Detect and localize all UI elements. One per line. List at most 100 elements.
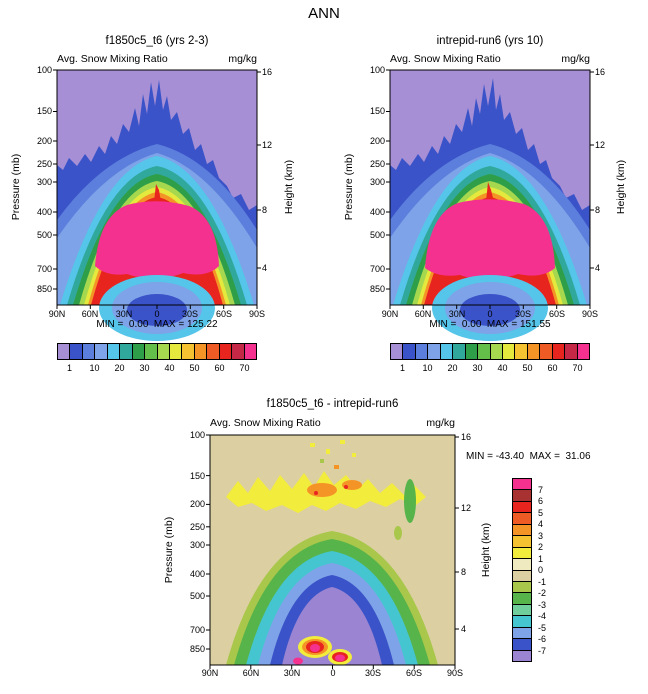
colorbar-swatch	[513, 639, 531, 651]
colorbar-swatch	[58, 344, 71, 359]
pressure-tick: 500	[189, 591, 205, 601]
pressure-tick: 500	[369, 230, 385, 240]
pressure-tick: 250	[369, 159, 385, 169]
colorbar-tick: 0	[538, 565, 544, 575]
colorbar-tick: 1	[399, 363, 406, 373]
axis-frame-and-ticks	[206, 434, 459, 669]
lat-tick: 60N	[242, 668, 260, 678]
colorbar-swatch	[194, 344, 208, 359]
colorbar-swatch	[513, 581, 531, 594]
colorbar-swatch	[513, 536, 531, 548]
panel-left-pressure-axis-label: Pressure (mb)	[10, 153, 22, 221]
panel-right-colorbar-labels: 1 10 20 30 40 50 60 70	[390, 363, 590, 375]
colorbar-swatch	[513, 616, 531, 628]
colorbar-swatch	[244, 344, 256, 359]
lat-tick: 30S	[181, 309, 198, 319]
colorbar-swatch	[107, 344, 121, 359]
panel-diff-minmax: MIN = -43.40 MAX = 31.06	[466, 451, 591, 462]
colorbar-tick: -2	[538, 588, 547, 598]
colorbar-swatch	[120, 344, 133, 359]
colorbar-swatch	[513, 559, 531, 571]
pressure-tick: 300	[189, 540, 205, 550]
pressure-tick: 700	[369, 264, 385, 274]
colorbar-swatch	[513, 593, 531, 605]
colorbar-tick: -5	[538, 622, 547, 633]
colorbar-swatch	[502, 344, 516, 359]
panel-diff-variable-label: Avg. Snow Mixing Ratio	[210, 417, 321, 429]
lat-tick: 90S	[248, 309, 265, 319]
colorbar-tick: -6	[538, 634, 547, 644]
panel-diff-units-label: mg/kg	[426, 417, 455, 429]
colorbar-swatch	[182, 344, 195, 359]
colorbar-swatch	[513, 513, 531, 525]
pressure-tick: 100	[36, 65, 52, 75]
height-tick: 8	[262, 205, 268, 215]
colorbar-tick: 20	[447, 363, 458, 373]
panel-diff-pressure-axis-label: Pressure (mb)	[163, 516, 175, 584]
height-tick: 8	[595, 205, 601, 215]
contour-plot-left	[53, 69, 261, 341]
panel-right-height-axis-label: Height (km)	[615, 159, 627, 215]
panel-right-variable-label: Avg. Snow Mixing Ratio	[390, 53, 501, 65]
colorbar-swatch	[478, 344, 491, 359]
panel-diff-colorbar-labels: 7 6 5 4 3 2 1 0 -1 -2 -3 -4 -5 -6 -7	[538, 478, 562, 662]
colorbar-swatch	[465, 344, 479, 359]
colorbar-swatch	[490, 344, 503, 359]
panel-left-units-label: mg/kg	[228, 53, 257, 65]
height-tick: 12	[461, 503, 472, 513]
colorbar-swatch	[70, 344, 83, 359]
height-tick: 16	[595, 67, 606, 77]
colorbar-swatch	[513, 627, 531, 640]
colorbar-tick: 70	[572, 363, 583, 373]
lat-tick: 60N	[81, 309, 99, 319]
colorbar-tick: 7	[538, 484, 544, 495]
height-tick: 8	[461, 567, 467, 577]
lat-tick: 0	[154, 309, 160, 319]
colorbar-tick: 10	[422, 363, 433, 373]
height-tick: 4	[461, 624, 467, 634]
colorbar-swatch	[515, 344, 528, 359]
colorbar-swatch	[145, 344, 158, 359]
height-tick: 4	[262, 263, 268, 273]
pressure-tick: 200	[369, 136, 385, 146]
contour-plot-right	[386, 69, 594, 341]
panel-left-minmax: MIN = 0.00 MAX = 125.22	[96, 319, 218, 330]
colorbar-swatch	[513, 524, 531, 537]
lat-tick: 60S	[548, 309, 565, 319]
lat-tick: 30N	[283, 668, 301, 678]
contour-fill-layers	[210, 435, 455, 665]
colorbar-tick: 60	[547, 363, 558, 373]
colorbar-tick: 5	[538, 507, 544, 518]
colorbar-tick: 60	[214, 363, 225, 373]
pressure-tick: 100	[369, 65, 385, 75]
lat-tick: 30S	[364, 668, 381, 678]
colorbar-swatch	[169, 344, 183, 359]
colorbar-swatch	[527, 344, 541, 359]
panel-right-colorbar	[390, 343, 590, 360]
pressure-tick: 150	[36, 106, 52, 116]
height-tick: 12	[595, 140, 606, 150]
colorbar-swatch	[513, 490, 531, 502]
height-tick: 12	[262, 140, 273, 150]
lat-tick: 30N	[448, 309, 466, 319]
colorbar-tick: 3	[538, 530, 544, 541]
colorbar-tick: -1	[538, 576, 547, 587]
pressure-tick: 400	[189, 569, 205, 579]
colorbar-swatch	[415, 344, 429, 359]
colorbar-tick: -7	[538, 645, 547, 656]
pressure-tick: 200	[189, 499, 205, 509]
colorbar-tick: 20	[114, 363, 125, 373]
panel-right-minmax: MIN = 0.00 MAX = 151.55	[429, 319, 551, 330]
lat-tick: 30N	[115, 309, 133, 319]
contour-fill-layers	[57, 70, 257, 341]
colorbar-tick: 50	[522, 363, 533, 373]
colorbar-swatch	[157, 344, 170, 359]
colorbar-tick: -4	[538, 611, 547, 621]
pressure-tick: 150	[189, 471, 205, 481]
lat-tick: 90S	[446, 668, 463, 678]
colorbar-swatch	[403, 344, 416, 359]
pressure-tick: 200	[36, 136, 52, 146]
contour-fill-layers	[390, 70, 590, 341]
panel-left-height-axis-label: Height (km)	[283, 159, 295, 215]
colorbar-tick: 6	[538, 496, 544, 506]
